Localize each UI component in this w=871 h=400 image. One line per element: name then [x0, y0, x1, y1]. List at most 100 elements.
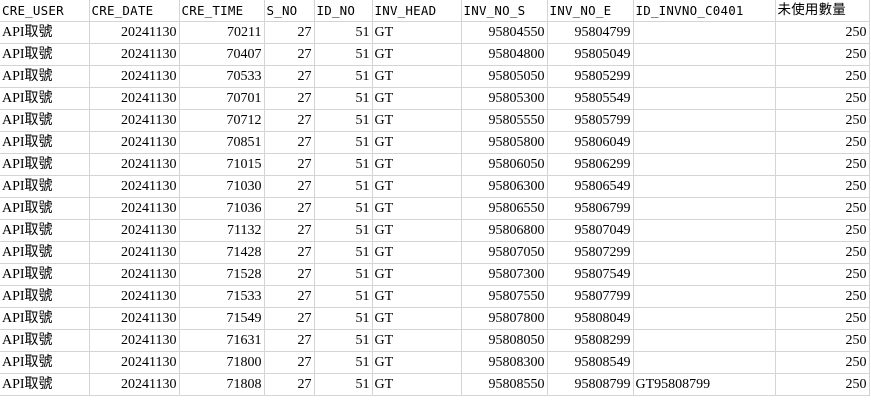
cell-id-no[interactable]: 51: [314, 285, 373, 308]
cell-unused-quantity[interactable]: 250: [775, 175, 870, 198]
cell-inv-head[interactable]: GT: [372, 241, 462, 264]
cell-inv-no-e[interactable]: 95808799: [547, 373, 634, 396]
cell-inv-no-e[interactable]: 95808549: [547, 351, 634, 374]
cell-s-no[interactable]: 27: [264, 175, 315, 198]
cell-id-invno-c0401[interactable]: [633, 153, 776, 176]
cell-cre-time[interactable]: 70533: [179, 65, 265, 88]
cell-id-invno-c0401[interactable]: [633, 131, 776, 154]
cell-inv-no-s[interactable]: 95808550: [461, 373, 548, 396]
cell-cre-user[interactable]: API取號: [0, 87, 90, 110]
cell-cre-user[interactable]: API取號: [0, 175, 90, 198]
cell-cre-user[interactable]: API取號: [0, 219, 90, 242]
cell-cre-date[interactable]: 20241130: [89, 21, 180, 44]
cell-inv-no-e[interactable]: 95807549: [547, 263, 634, 286]
cell-unused-quantity[interactable]: 250: [775, 197, 870, 220]
cell-cre-time[interactable]: 71015: [179, 153, 265, 176]
cell-inv-no-s[interactable]: 95806550: [461, 197, 548, 220]
cell-inv-no-e[interactable]: 95807799: [547, 285, 634, 308]
cell-s-no[interactable]: 27: [264, 87, 315, 110]
cell-inv-no-s[interactable]: 95806050: [461, 153, 548, 176]
cell-s-no[interactable]: 27: [264, 351, 315, 374]
cell-s-no[interactable]: 27: [264, 197, 315, 220]
cell-inv-no-s[interactable]: 95808050: [461, 329, 548, 352]
column-header-unused-quantity[interactable]: 未使用數量: [775, 0, 870, 22]
cell-inv-no-s[interactable]: 95807800: [461, 307, 548, 330]
column-header-inv-no-e[interactable]: INV_NO_E: [547, 0, 634, 22]
cell-cre-time[interactable]: 71428: [179, 241, 265, 264]
cell-inv-no-e[interactable]: 95806549: [547, 175, 634, 198]
cell-cre-user[interactable]: API取號: [0, 329, 90, 352]
column-header-id-invno-c0401[interactable]: ID_INVNO_C0401: [633, 0, 776, 22]
cell-cre-user[interactable]: API取號: [0, 197, 90, 220]
cell-s-no[interactable]: 27: [264, 43, 315, 66]
cell-cre-user[interactable]: API取號: [0, 43, 90, 66]
cell-cre-date[interactable]: 20241130: [89, 109, 180, 132]
cell-cre-date[interactable]: 20241130: [89, 131, 180, 154]
cell-inv-no-e[interactable]: 95805549: [547, 87, 634, 110]
cell-cre-time[interactable]: 71800: [179, 351, 265, 374]
cell-s-no[interactable]: 27: [264, 153, 315, 176]
cell-s-no[interactable]: 27: [264, 307, 315, 330]
cell-id-no[interactable]: 51: [314, 87, 373, 110]
cell-cre-user[interactable]: API取號: [0, 285, 90, 308]
cell-cre-time[interactable]: 71631: [179, 329, 265, 352]
cell-inv-head[interactable]: GT: [372, 263, 462, 286]
cell-id-invno-c0401[interactable]: [633, 285, 776, 308]
cell-s-no[interactable]: 27: [264, 329, 315, 352]
cell-id-invno-c0401[interactable]: [633, 197, 776, 220]
cell-inv-head[interactable]: GT: [372, 285, 462, 308]
cell-cre-time[interactable]: 71030: [179, 175, 265, 198]
cell-id-invno-c0401[interactable]: [633, 351, 776, 374]
cell-inv-head[interactable]: GT: [372, 219, 462, 242]
cell-cre-date[interactable]: 20241130: [89, 285, 180, 308]
cell-id-no[interactable]: 51: [314, 109, 373, 132]
cell-cre-user[interactable]: API取號: [0, 109, 90, 132]
cell-unused-quantity[interactable]: 250: [775, 351, 870, 374]
cell-id-invno-c0401[interactable]: [633, 65, 776, 88]
cell-s-no[interactable]: 27: [264, 285, 315, 308]
cell-inv-head[interactable]: GT: [372, 373, 462, 396]
cell-inv-no-e[interactable]: 95806799: [547, 197, 634, 220]
cell-inv-no-e[interactable]: 95808299: [547, 329, 634, 352]
cell-inv-head[interactable]: GT: [372, 109, 462, 132]
cell-inv-head[interactable]: GT: [372, 175, 462, 198]
cell-inv-head[interactable]: GT: [372, 21, 462, 44]
column-header-cre-user[interactable]: CRE_USER: [0, 0, 90, 22]
cell-cre-user[interactable]: API取號: [0, 131, 90, 154]
cell-unused-quantity[interactable]: 250: [775, 43, 870, 66]
cell-cre-time[interactable]: 71808: [179, 373, 265, 396]
cell-cre-user[interactable]: API取號: [0, 373, 90, 396]
cell-inv-no-s[interactable]: 95807300: [461, 263, 548, 286]
cell-cre-time[interactable]: 71132: [179, 219, 265, 242]
cell-id-no[interactable]: 51: [314, 241, 373, 264]
cell-cre-user[interactable]: API取號: [0, 21, 90, 44]
cell-cre-date[interactable]: 20241130: [89, 373, 180, 396]
cell-unused-quantity[interactable]: 250: [775, 153, 870, 176]
cell-inv-head[interactable]: GT: [372, 307, 462, 330]
cell-cre-time[interactable]: 71528: [179, 263, 265, 286]
cell-inv-head[interactable]: GT: [372, 197, 462, 220]
cell-s-no[interactable]: 27: [264, 65, 315, 88]
cell-id-invno-c0401[interactable]: [633, 219, 776, 242]
cell-cre-date[interactable]: 20241130: [89, 43, 180, 66]
cell-id-invno-c0401[interactable]: [633, 109, 776, 132]
cell-id-invno-c0401[interactable]: [633, 175, 776, 198]
cell-inv-no-e[interactable]: 95807049: [547, 219, 634, 242]
column-header-inv-no-s[interactable]: INV_NO_S: [461, 0, 548, 22]
cell-unused-quantity[interactable]: 250: [775, 109, 870, 132]
cell-inv-no-e[interactable]: 95805049: [547, 43, 634, 66]
cell-cre-time[interactable]: 70211: [179, 21, 265, 44]
cell-cre-date[interactable]: 20241130: [89, 241, 180, 264]
cell-inv-no-s[interactable]: 95806300: [461, 175, 548, 198]
cell-unused-quantity[interactable]: 250: [775, 131, 870, 154]
cell-cre-user[interactable]: API取號: [0, 241, 90, 264]
cell-cre-date[interactable]: 20241130: [89, 175, 180, 198]
cell-id-no[interactable]: 51: [314, 219, 373, 242]
cell-inv-head[interactable]: GT: [372, 87, 462, 110]
cell-id-no[interactable]: 51: [314, 373, 373, 396]
cell-inv-no-s[interactable]: 95807050: [461, 241, 548, 264]
column-header-id-no[interactable]: ID_NO: [314, 0, 373, 22]
cell-inv-no-e[interactable]: 95805299: [547, 65, 634, 88]
cell-cre-date[interactable]: 20241130: [89, 351, 180, 374]
cell-id-no[interactable]: 51: [314, 131, 373, 154]
